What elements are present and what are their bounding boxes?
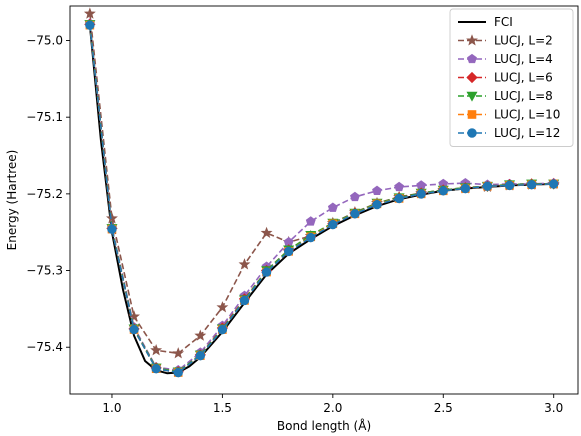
legend: FCI LUCJ, L=2 LUCJ, L=4 LUCJ, L=6 LUCJ, L=8 L…	[449, 8, 574, 147]
data-point	[260, 226, 273, 239]
data-point	[85, 20, 95, 30]
legend-box	[449, 8, 574, 147]
y-axis-label: Energy (Hartree)	[5, 150, 19, 251]
y-tick-label: −75.1	[26, 110, 63, 124]
data-point	[305, 216, 316, 226]
data-point	[416, 189, 426, 199]
x-tick-label: 2.0	[323, 401, 342, 415]
data-point	[460, 183, 471, 194]
data-point	[129, 324, 139, 335]
data-point	[306, 232, 316, 243]
legend-item: LUCJ, L=10	[458, 108, 560, 122]
plot-content	[83, 7, 560, 378]
data-point	[394, 181, 405, 192]
legend-item: LUCJ, L=4	[458, 52, 553, 66]
y-tick-label: −75.0	[26, 34, 63, 48]
data-point	[372, 199, 382, 210]
legend-label: FCI	[494, 15, 513, 29]
data-point	[350, 191, 360, 202]
data-point	[504, 180, 515, 191]
axes: 1.0 1.5 2.0 2.5 3.0 −75.0 −75.1 −75.2 −75.3 −75.4	[26, 34, 563, 415]
data-point	[283, 246, 294, 257]
data-point	[328, 219, 338, 230]
x-tick-label: 1.0	[102, 401, 121, 415]
data-point	[261, 267, 272, 277]
legend-label: LUCJ, L=10	[494, 108, 560, 122]
data-point	[83, 7, 96, 19]
legend-item: LUCJ, L=8	[458, 89, 553, 103]
legend-label: LUCJ, L=12	[494, 126, 560, 140]
data-point	[151, 363, 161, 374]
legend-label: LUCJ, L=6	[494, 71, 553, 85]
legend-label: LUCJ, L=2	[494, 34, 553, 48]
data-point	[194, 329, 207, 341]
y-tick-label: −75.2	[26, 187, 63, 201]
data-point	[238, 258, 251, 270]
legend-marker	[467, 128, 477, 138]
series-line	[89, 25, 554, 374]
data-point	[327, 202, 338, 212]
data-point	[172, 347, 185, 359]
data-point	[438, 186, 448, 196]
legend-item: FCI	[458, 15, 513, 29]
data-point	[173, 367, 183, 378]
legend-item: LUCJ, L=6	[458, 71, 553, 85]
legend-item: LUCJ, L=12	[458, 126, 560, 140]
x-tick-label: 2.5	[434, 401, 453, 415]
data-point	[526, 179, 537, 190]
series-line	[89, 23, 554, 372]
legend-label: LUCJ, L=8	[494, 89, 553, 103]
legend-marker	[467, 110, 477, 119]
legend-label: LUCJ, L=4	[494, 52, 553, 66]
data-point	[150, 344, 163, 356]
data-point	[350, 209, 360, 219]
data-point	[482, 181, 493, 191]
series-6	[85, 20, 559, 378]
legend-item: LUCJ, L=2	[458, 34, 553, 48]
data-point	[239, 295, 250, 306]
data-point	[195, 350, 206, 361]
legend-marker	[466, 91, 478, 102]
data-point	[549, 179, 559, 189]
legend-marker	[466, 34, 478, 46]
x-axis-label: Bond length (Å)	[277, 418, 371, 433]
y-tick-label: −75.3	[26, 264, 63, 278]
y-tick-label: −75.4	[26, 340, 63, 354]
plot-frame	[69, 5, 579, 395]
data-point	[372, 185, 382, 195]
data-point	[107, 224, 117, 234]
data-point	[217, 324, 228, 335]
x-tick-label: 1.5	[213, 401, 232, 415]
legend-marker	[467, 53, 477, 64]
data-point	[216, 301, 229, 313]
data-point	[394, 193, 404, 204]
x-tick-label: 3.0	[544, 401, 563, 415]
legend-marker	[466, 71, 478, 84]
